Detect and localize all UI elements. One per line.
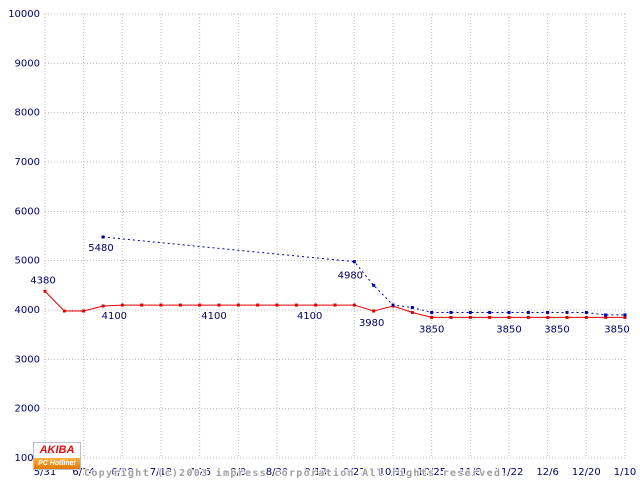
svg-text:1000: 1000	[15, 453, 40, 464]
svg-text:3000: 3000	[15, 354, 40, 365]
footer: Copyright (c)2003 impress corporation Al…	[84, 441, 509, 480]
svg-text:10/25: 10/25	[417, 467, 446, 478]
svg-text:6/28: 6/28	[111, 467, 133, 478]
svg-text:5480: 5480	[88, 243, 113, 254]
svg-text:1/10: 1/10	[614, 467, 636, 478]
svg-text:4100: 4100	[201, 311, 226, 322]
svg-text:4380: 4380	[30, 275, 55, 286]
svg-text:2000: 2000	[15, 404, 40, 415]
svg-text:6000: 6000	[15, 206, 40, 217]
svg-text:7/12: 7/12	[150, 467, 172, 478]
svg-text:6/14: 6/14	[72, 467, 94, 478]
svg-text:3850: 3850	[604, 324, 629, 335]
svg-text:7000: 7000	[15, 157, 40, 168]
svg-text:12/6: 12/6	[536, 467, 558, 478]
svg-text:3850: 3850	[496, 324, 521, 335]
svg-text:3850: 3850	[419, 324, 444, 335]
svg-text:5000: 5000	[15, 256, 40, 267]
svg-text:8000: 8000	[15, 108, 40, 119]
svg-text:4980: 4980	[338, 271, 363, 282]
svg-text:9/27: 9/27	[343, 467, 365, 478]
svg-text:12/20: 12/20	[572, 467, 601, 478]
svg-text:3980: 3980	[359, 318, 384, 329]
svg-text:10000: 10000	[8, 9, 40, 20]
svg-text:9/13: 9/13	[304, 467, 326, 478]
akiba-logo: AKIBA PC Hotline!	[33, 442, 81, 470]
svg-text:4100: 4100	[297, 311, 322, 322]
pc-hotline-logo-text: PC Hotline!	[34, 458, 80, 469]
svg-text:8/9: 8/9	[230, 467, 246, 478]
svg-text:4100: 4100	[102, 311, 127, 322]
svg-text:10/11: 10/11	[379, 467, 408, 478]
akiba-logo-text: AKIBA	[39, 444, 75, 456]
svg-text:11/22: 11/22	[495, 467, 524, 478]
svg-text:9000: 9000	[15, 58, 40, 69]
svg-text:7/26: 7/26	[188, 467, 210, 478]
svg-text:8/30: 8/30	[266, 467, 288, 478]
copyright-text: Copyright (c)2003 impress corporation Al…	[84, 468, 509, 479]
svg-text:11/8: 11/8	[459, 467, 481, 478]
svg-text:4000: 4000	[15, 305, 40, 316]
svg-text:5/31: 5/31	[34, 467, 56, 478]
svg-text:3850: 3850	[544, 324, 569, 335]
